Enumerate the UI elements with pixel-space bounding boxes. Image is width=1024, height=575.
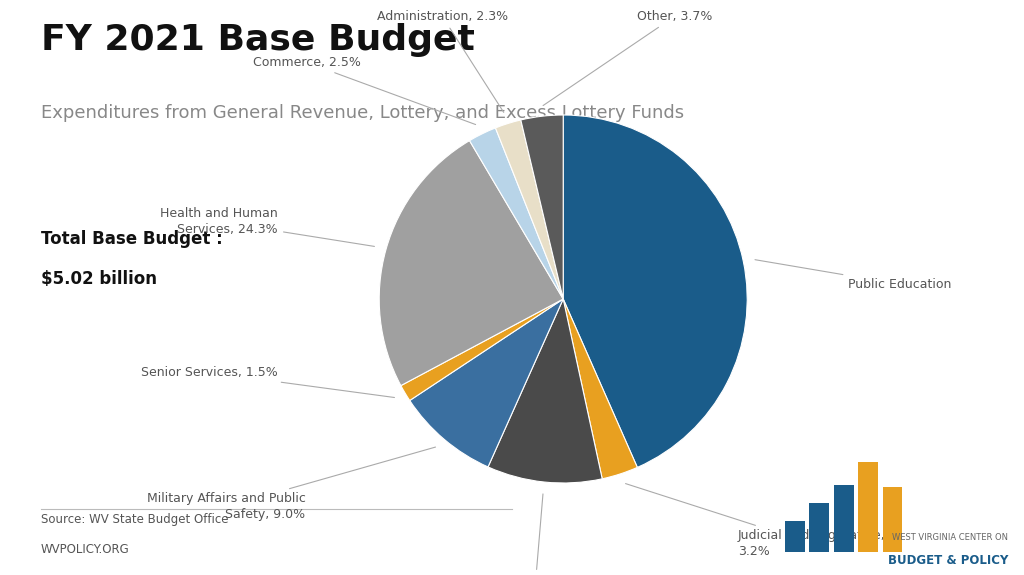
Text: Military Affairs and Public
Safety, 9.0%: Military Affairs and Public Safety, 9.0% [146, 447, 435, 521]
FancyBboxPatch shape [834, 485, 854, 552]
Text: Higher Education, 10.1%: Higher Education, 10.1% [458, 494, 613, 575]
Text: FY 2021 Base Budget: FY 2021 Base Budget [41, 23, 475, 57]
Text: WVPOLICY.ORG: WVPOLICY.ORG [41, 543, 130, 557]
Text: Other, 3.7%: Other, 3.7% [543, 10, 712, 106]
FancyBboxPatch shape [784, 520, 805, 552]
Wedge shape [563, 115, 748, 467]
Wedge shape [379, 141, 563, 386]
Text: Public Education: Public Education [755, 260, 951, 291]
Text: Source: WV State Budget Office: Source: WV State Budget Office [41, 513, 228, 526]
FancyBboxPatch shape [858, 462, 879, 552]
Text: Expenditures from General Revenue, Lottery, and Excess Lottery Funds: Expenditures from General Revenue, Lotte… [41, 104, 684, 121]
Text: $5.02 billion: $5.02 billion [41, 270, 157, 288]
Text: Senior Services, 1.5%: Senior Services, 1.5% [141, 366, 394, 397]
Wedge shape [400, 299, 563, 401]
Text: BUDGET & POLICY: BUDGET & POLICY [888, 554, 1009, 567]
Text: Health and Human
Services, 24.3%: Health and Human Services, 24.3% [160, 207, 375, 247]
Text: WEST VIRGINIA CENTER ON: WEST VIRGINIA CENTER ON [892, 532, 1009, 542]
Text: Total Base Budget :: Total Base Budget : [41, 230, 222, 248]
FancyBboxPatch shape [883, 487, 902, 552]
Wedge shape [410, 299, 563, 467]
Wedge shape [521, 115, 563, 299]
FancyBboxPatch shape [809, 503, 829, 552]
Wedge shape [563, 299, 637, 479]
Text: Judicial and Legislative,
3.2%: Judicial and Legislative, 3.2% [626, 484, 886, 558]
Wedge shape [470, 128, 563, 299]
Wedge shape [488, 299, 602, 483]
Text: Commerce, 2.5%: Commerce, 2.5% [253, 56, 475, 125]
Wedge shape [496, 120, 563, 299]
Text: Administration, 2.3%: Administration, 2.3% [377, 10, 508, 112]
